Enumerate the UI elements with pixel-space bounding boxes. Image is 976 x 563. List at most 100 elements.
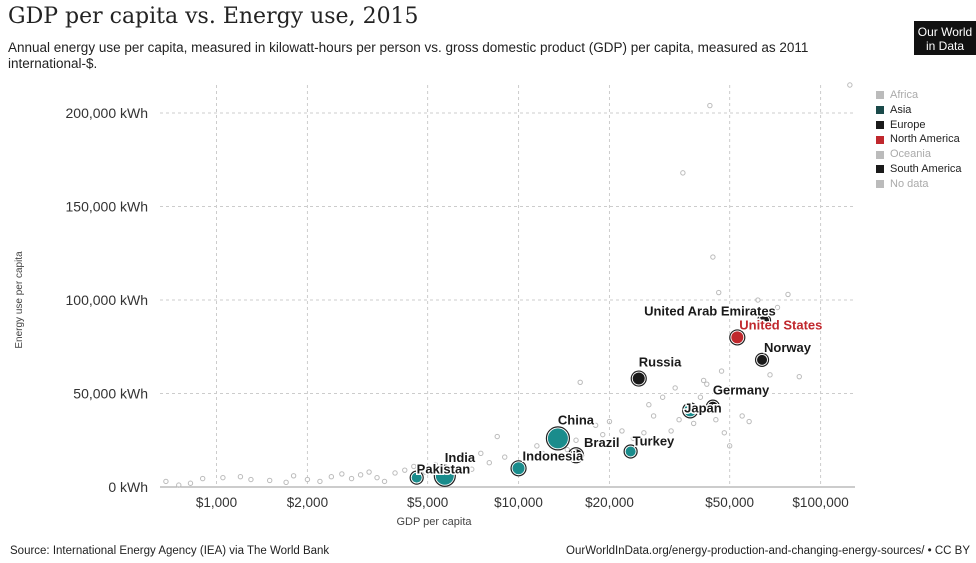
background-point: [767, 372, 773, 378]
legend-swatch: [876, 180, 884, 189]
background-point: [402, 467, 408, 473]
background-point: [680, 170, 686, 176]
background-point: [710, 254, 716, 260]
legend-label: Oceania: [890, 148, 931, 161]
background-point: [713, 416, 719, 423]
background-point: [619, 428, 625, 434]
background-point: [690, 420, 697, 427]
x-tick-label: $10,000: [494, 495, 543, 510]
legend-swatch: [876, 106, 884, 115]
country-label: Pakistan: [417, 462, 471, 477]
background-point: [494, 433, 500, 440]
country-point[interactable]: [512, 462, 525, 475]
legend: Africa Asia Europe North America Oceania Sout…: [876, 88, 962, 192]
background-point: [697, 394, 704, 400]
background-point: [785, 291, 791, 298]
background-point: [237, 474, 244, 480]
logo-line-2: in Data: [925, 39, 965, 53]
background-point: [726, 443, 733, 449]
background-point: [432, 461, 438, 468]
background-point: [478, 450, 484, 457]
background-point: [381, 478, 388, 485]
background-point: [392, 470, 398, 476]
country-label: China: [558, 412, 595, 427]
background-point: [755, 297, 761, 303]
country-point[interactable]: [757, 354, 768, 365]
background-point: [676, 416, 682, 423]
background-point: [339, 471, 345, 477]
background-point: [716, 289, 722, 296]
background-point: [707, 102, 713, 109]
country-label: Russia: [639, 355, 682, 370]
legend-label: Europe: [890, 118, 926, 131]
country-label: United Arab Emirates: [644, 304, 776, 319]
x-tick-label: $5,000: [407, 495, 448, 510]
country-point[interactable]: [632, 372, 645, 385]
country-label: Indonesia: [523, 448, 584, 463]
legend-label: Africa: [890, 89, 919, 101]
background-point: [585, 443, 591, 449]
background-point: [600, 431, 606, 438]
background-point: [411, 463, 417, 470]
background-point: [704, 381, 710, 387]
country-point[interactable]: [570, 449, 583, 462]
y-tick-label: 0 kWh: [108, 479, 148, 495]
legend-swatch: [876, 165, 884, 174]
background-point: [199, 475, 206, 482]
background-point: [539, 450, 546, 457]
legend-item[interactable]: Oceania: [876, 147, 962, 162]
chart-title: GDP per capita vs. Energy use, 2015: [8, 4, 419, 29]
background-point: [266, 477, 273, 484]
country-point[interactable]: [625, 446, 636, 457]
country-label: Turkey: [633, 433, 675, 448]
background-point: [746, 418, 752, 425]
country-point[interactable]: [411, 472, 422, 483]
legend-swatch: [876, 135, 884, 144]
background-point: [721, 430, 728, 436]
background-point: [774, 304, 781, 311]
background-point: [659, 394, 666, 400]
background-point: [528, 456, 534, 462]
background-point: [573, 437, 579, 443]
background-point: [672, 385, 678, 391]
background-point: [220, 474, 226, 481]
legend-item[interactable]: North America: [876, 132, 962, 147]
background-point: [290, 473, 297, 479]
country-point[interactable]: [435, 466, 454, 485]
legend-item[interactable]: No data: [876, 177, 962, 192]
x-axis-label: GDP per capita: [396, 516, 472, 528]
legend-label: South America: [890, 162, 962, 175]
y-tick-label: 150,000 kWh: [66, 199, 149, 215]
legend-item[interactable]: Europe: [876, 118, 962, 133]
background-point: [739, 413, 745, 419]
background-points: [163, 82, 853, 488]
background-point: [564, 446, 570, 453]
country-point[interactable]: [547, 428, 568, 449]
country-point[interactable]: [707, 401, 718, 412]
legend-item[interactable]: Asia: [876, 103, 962, 118]
owid-logo[interactable]: Our World in Data: [914, 21, 976, 55]
background-point: [847, 82, 853, 88]
background-point: [348, 475, 355, 482]
y-tick-label: 100,000 kWh: [66, 292, 149, 308]
country-label: United States: [739, 317, 822, 332]
country-point[interactable]: [759, 315, 770, 326]
legend-swatch: [876, 91, 884, 100]
y-tick-label: 200,000 kWh: [66, 105, 149, 121]
legend-item[interactable]: Africa: [876, 88, 962, 103]
background-point: [646, 402, 652, 408]
x-tick-label: $1,000: [196, 495, 237, 510]
background-point: [796, 373, 802, 380]
license-note[interactable]: OurWorldInData.org/energy-production-and…: [566, 545, 970, 557]
country-point[interactable]: [731, 331, 744, 344]
background-point: [486, 459, 492, 466]
logo-line-1: Our World: [917, 25, 973, 39]
legend-label: Asia: [890, 103, 912, 116]
background-point: [718, 368, 725, 374]
country-point[interactable]: [684, 404, 697, 417]
background-point: [606, 418, 613, 425]
legend-item[interactable]: South America: [876, 162, 962, 177]
x-tick-label: $2,000: [287, 495, 328, 510]
